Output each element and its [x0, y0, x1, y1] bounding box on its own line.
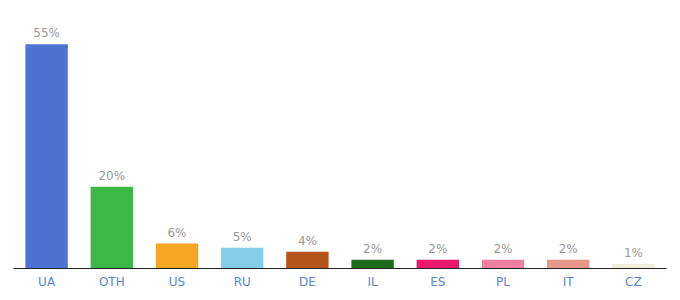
svg-text:1%: 1%	[624, 246, 643, 260]
svg-text:ES: ES	[430, 275, 445, 289]
svg-text:UA: UA	[38, 275, 56, 289]
svg-text:4%: 4%	[298, 234, 317, 248]
svg-text:2%: 2%	[363, 242, 382, 256]
svg-text:RU: RU	[234, 275, 251, 289]
svg-text:IT: IT	[563, 275, 575, 289]
svg-text:CZ: CZ	[625, 275, 642, 289]
svg-text:6%: 6%	[167, 226, 186, 240]
svg-text:55%: 55%	[33, 26, 60, 40]
svg-text:2%: 2%	[493, 242, 512, 256]
svg-text:5%: 5%	[233, 230, 252, 244]
svg-text:2%: 2%	[428, 242, 447, 256]
svg-text:OTH: OTH	[99, 275, 125, 289]
svg-text:US: US	[169, 275, 185, 289]
svg-text:20%: 20%	[98, 169, 125, 183]
svg-text:2%: 2%	[559, 242, 578, 256]
svg-text:PL: PL	[496, 275, 510, 289]
svg-text:IL: IL	[367, 275, 378, 289]
svg-text:DE: DE	[299, 275, 316, 289]
